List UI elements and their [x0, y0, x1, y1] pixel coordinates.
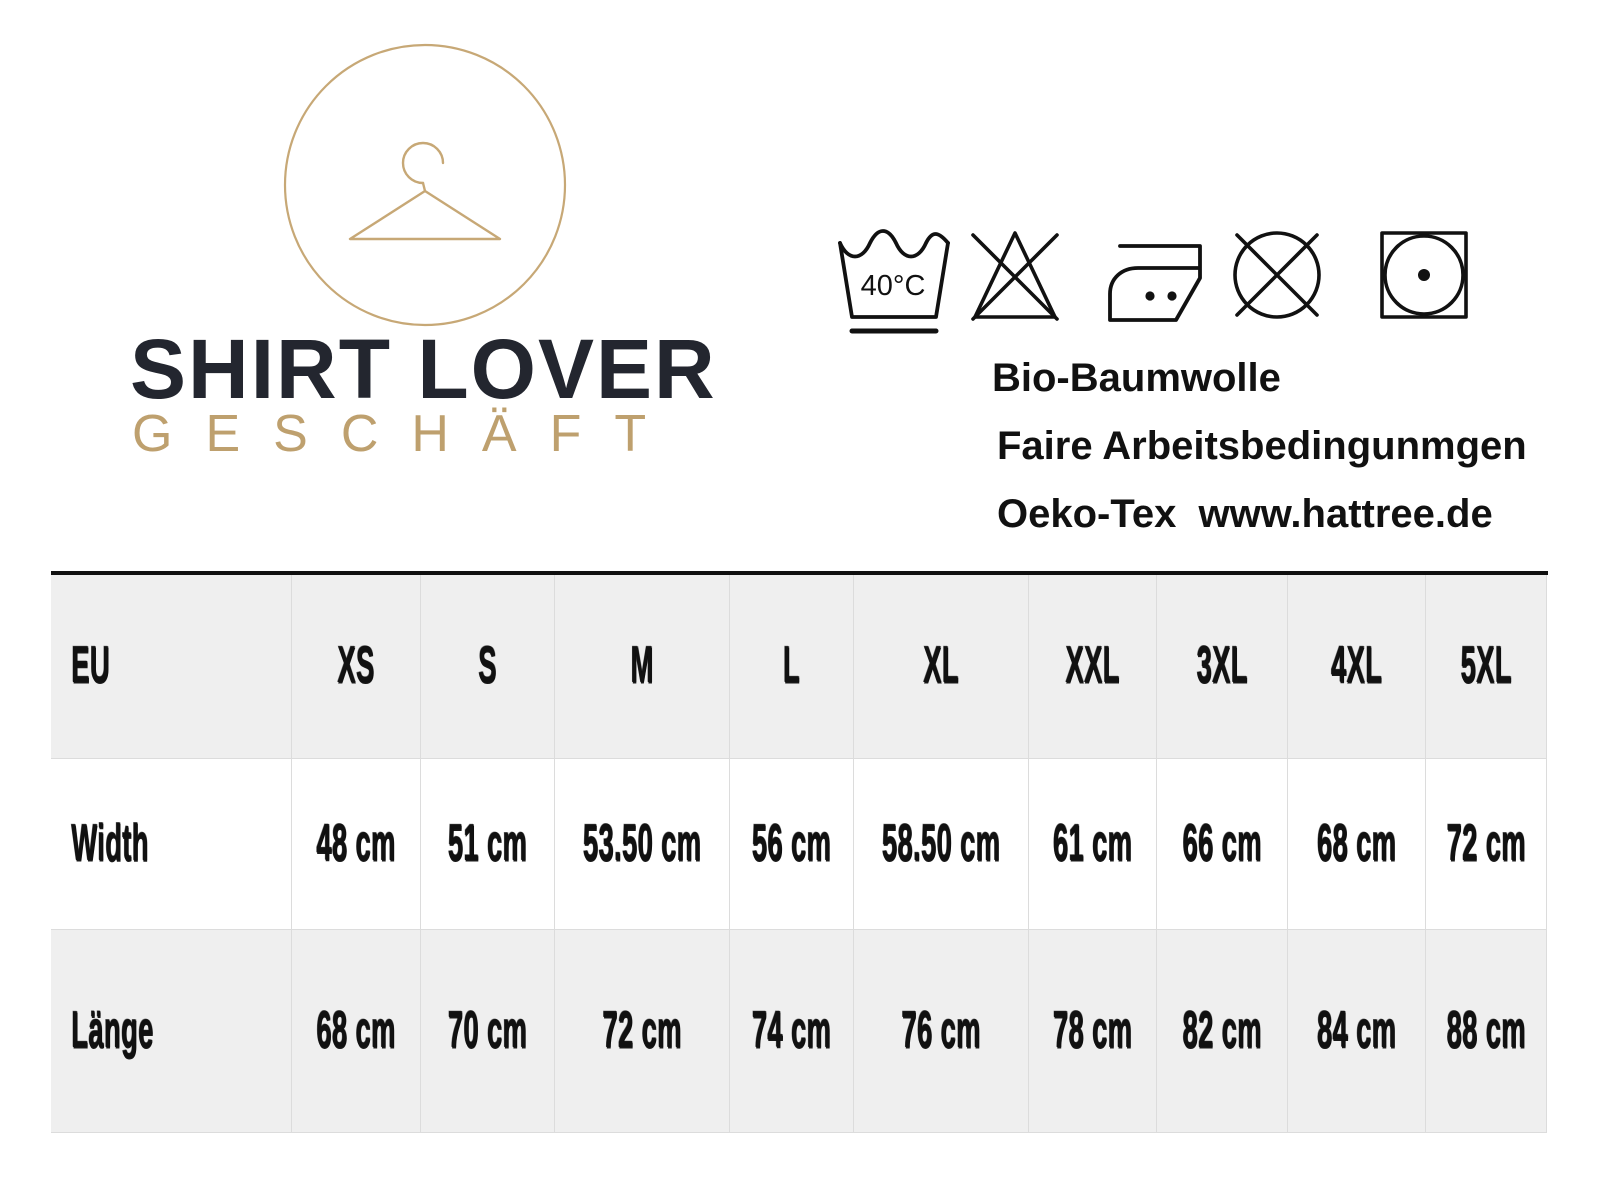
svg-text:40°C: 40°C — [861, 270, 926, 302]
